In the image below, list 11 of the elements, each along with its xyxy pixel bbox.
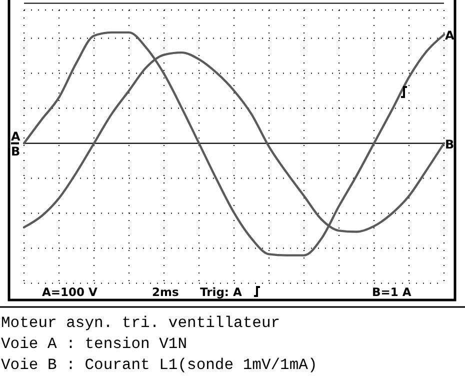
series-label: A: [445, 28, 455, 43]
series-label: B: [445, 137, 454, 152]
text: Voie B : Courant L1(sonde 1mV/1mA): [1, 356, 318, 374]
text: A: [11, 129, 20, 144]
text: 2ms: [152, 285, 179, 299]
text: B: [11, 144, 20, 158]
text: B=1 A: [372, 285, 412, 299]
text: Voie A : tension V1N: [1, 335, 188, 353]
text: Moteur asyn. tri. ventillateur: [1, 314, 280, 332]
text: Trig: A: [200, 285, 242, 299]
text: A=100 V: [42, 285, 98, 299]
